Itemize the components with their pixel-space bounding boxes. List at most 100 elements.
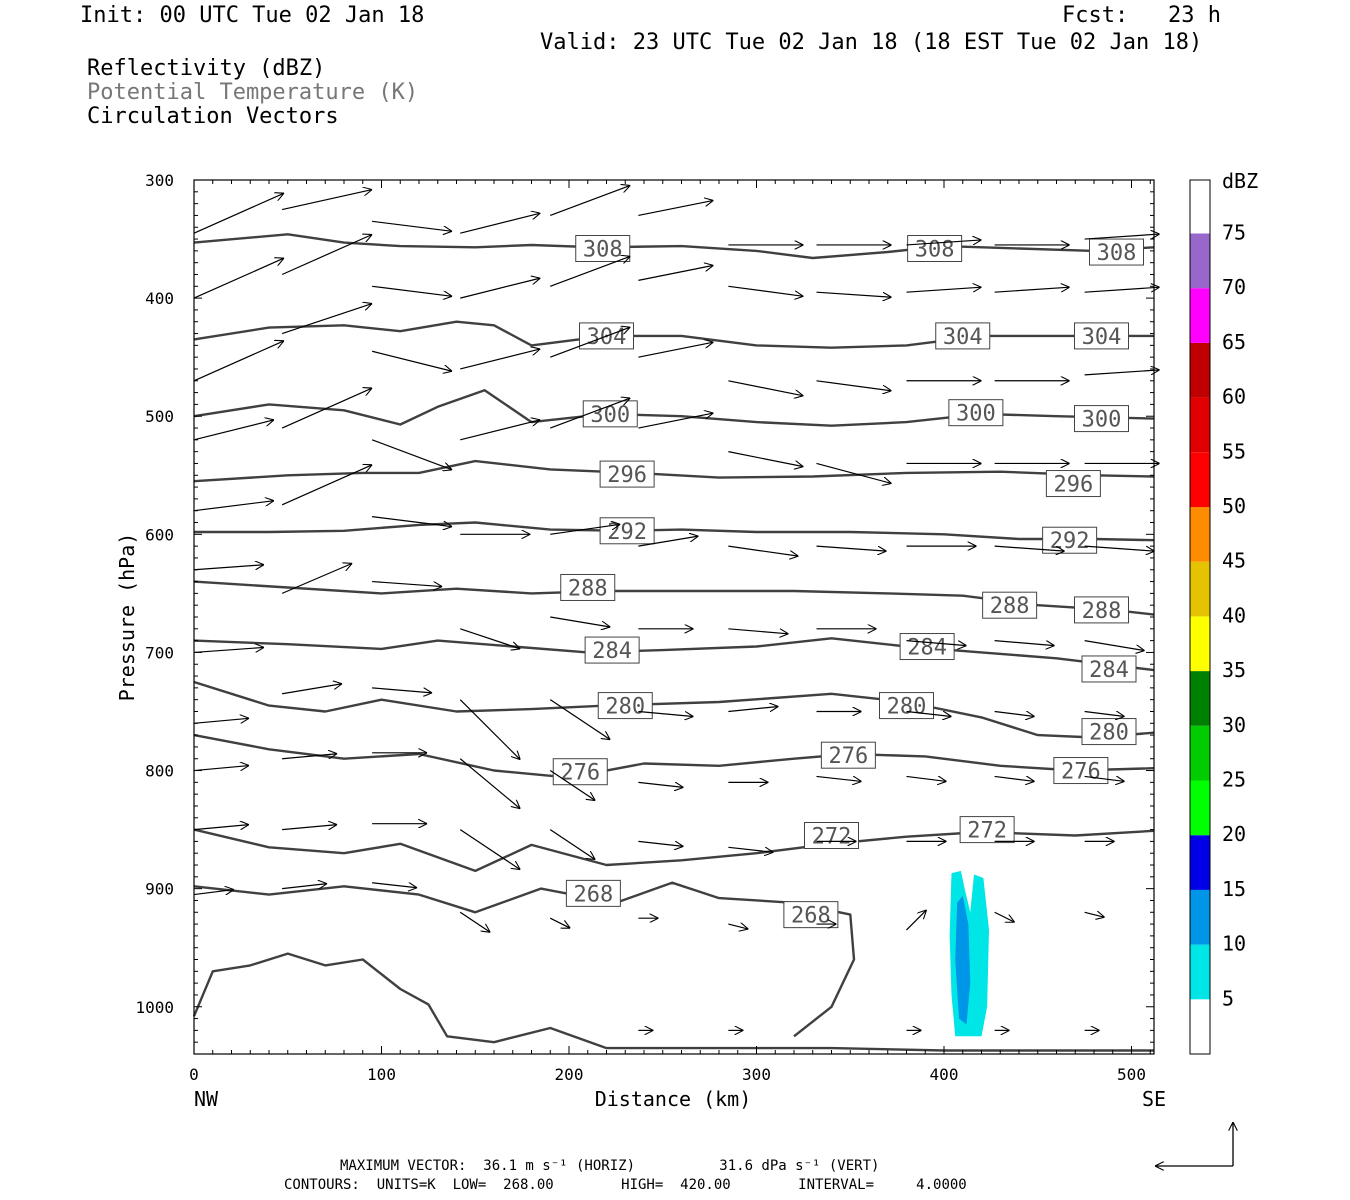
circulation-vector xyxy=(728,285,803,296)
circulation-vector xyxy=(994,545,1065,551)
contour-label: 308 xyxy=(1097,241,1137,266)
contour-label-box xyxy=(599,517,655,545)
contour-label: 300 xyxy=(590,403,630,428)
colorbar-level-label: 25 xyxy=(1222,768,1246,792)
circulation-vector xyxy=(994,710,1035,716)
circulation-vector xyxy=(906,910,927,931)
colorbar-level-label: 50 xyxy=(1222,494,1246,518)
circulation-vector xyxy=(994,640,1055,646)
contour-label-box xyxy=(907,235,963,263)
x-tick-label: 500 xyxy=(1117,1065,1146,1084)
contour-label-box xyxy=(584,636,640,664)
contour-label-box xyxy=(565,879,621,907)
circulation-vector xyxy=(193,341,284,382)
colorbar-below-range xyxy=(1190,999,1210,1054)
contour-label: 268 xyxy=(791,904,831,929)
circulation-vector xyxy=(371,350,452,371)
y-tick-label: 1000 xyxy=(135,998,174,1017)
circulation-vector xyxy=(728,380,803,396)
circulation-vector xyxy=(193,565,264,571)
y-axis-label: Pressure (hPa) xyxy=(115,533,139,702)
circulation-vector xyxy=(816,291,892,297)
circulation-vector xyxy=(281,563,352,594)
contour-label: 272 xyxy=(967,819,1007,844)
contour-label: 268 xyxy=(574,882,614,907)
contour-label: 300 xyxy=(1082,408,1122,433)
left-endpoint-label: NW xyxy=(194,1087,219,1111)
contour-label-box xyxy=(1089,238,1144,266)
contour-label-box xyxy=(1074,596,1129,624)
circulation-vector xyxy=(550,185,630,216)
contour-label: 284 xyxy=(1089,658,1129,683)
x-tick-label: 300 xyxy=(742,1065,771,1084)
colorbar-level-label: 65 xyxy=(1222,330,1246,354)
contour-label: 288 xyxy=(1082,599,1122,624)
circulation-vector xyxy=(193,718,249,724)
field-reflectivity: Reflectivity (dBZ) xyxy=(87,56,326,81)
colorbar-unit: dBZ xyxy=(1222,169,1258,193)
contour-label: 284 xyxy=(592,639,632,664)
circulation-vector xyxy=(816,775,862,781)
theta-contour-292 xyxy=(194,521,1155,542)
contour-label-box xyxy=(552,758,608,786)
circulation-vector xyxy=(460,349,540,370)
contour-label: 276 xyxy=(829,744,869,769)
circulation-vector xyxy=(994,287,1070,293)
circulation-vector xyxy=(282,884,327,890)
max-vector-note: MAXIMUM VECTOR: 36.1 m s⁻¹ (HORIZ) 31.6 … xyxy=(340,1158,880,1174)
circulation-vector xyxy=(638,710,693,716)
circulation-vector xyxy=(372,580,442,587)
circulation-vector xyxy=(372,516,452,527)
x-tick-label: 400 xyxy=(930,1065,959,1084)
colorbar-swatch xyxy=(1190,288,1210,343)
colorbar-swatch xyxy=(1190,944,1210,1000)
colorbar-level-label: 45 xyxy=(1222,549,1246,573)
circulation-vector xyxy=(638,840,683,846)
circulation-vector xyxy=(906,710,952,716)
y-tick-label: 500 xyxy=(145,407,174,426)
reflectivity-layer xyxy=(949,870,989,1037)
colorbar-swatch xyxy=(1190,889,1210,945)
circulation-vector xyxy=(1084,287,1160,293)
circulation-vector xyxy=(906,640,967,646)
colorbar-level-label: 60 xyxy=(1222,385,1246,409)
circulation-vector xyxy=(816,462,892,483)
y-tick-label: 400 xyxy=(145,289,174,308)
circulation-vector xyxy=(281,388,372,429)
circulation-vector xyxy=(638,342,713,358)
contour-label: 300 xyxy=(956,402,996,427)
x-tick-label: 0 xyxy=(189,1065,199,1084)
contour-label-box xyxy=(982,591,1038,619)
colorbar-level-label: 35 xyxy=(1222,658,1246,682)
circulation-vector xyxy=(549,829,595,860)
circulation-vector xyxy=(281,465,372,506)
circulation-vector xyxy=(550,616,610,627)
y-tick-label: 700 xyxy=(145,643,174,662)
colorbar-swatch xyxy=(1190,233,1210,289)
colorbar-level-label: 55 xyxy=(1222,439,1246,463)
colorbar-swatch xyxy=(1190,780,1210,836)
circulation-vector xyxy=(728,924,748,929)
circulation-vector xyxy=(281,234,372,276)
contour-label-box xyxy=(1045,470,1101,498)
x-axis-label: Distance (km) xyxy=(595,1087,752,1111)
circulation-vector xyxy=(638,536,698,547)
circulation-vector xyxy=(638,265,713,281)
circulation-vector xyxy=(550,256,630,287)
y-tick-label: 800 xyxy=(145,762,174,781)
contour-label-box xyxy=(599,460,655,488)
contour-label: 296 xyxy=(1054,473,1094,498)
colorbar-level-label: 5 xyxy=(1222,986,1234,1010)
contour-label: 284 xyxy=(907,636,947,661)
contour-label: 280 xyxy=(605,695,645,720)
forecast-hour: Fcst: 23 h xyxy=(1062,3,1221,28)
theta-contour-264 xyxy=(192,952,1154,1052)
contour-label: 304 xyxy=(943,325,983,350)
circulation-vector xyxy=(1084,640,1145,651)
circulation-vector xyxy=(549,917,570,928)
colorbar-swatch xyxy=(1190,616,1210,672)
colorbar-swatch xyxy=(1190,561,1210,617)
vector-scale-icon xyxy=(1155,1122,1233,1166)
